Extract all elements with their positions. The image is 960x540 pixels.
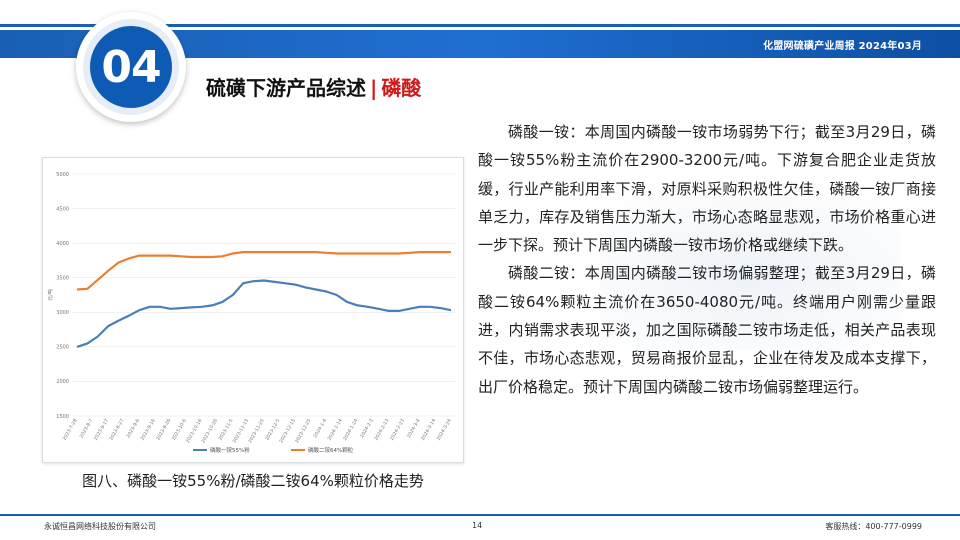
series-line-2 — [76, 251, 451, 291]
background-watermark — [600, 200, 900, 350]
y-tick-label: 3000 — [56, 310, 69, 316]
chart-caption: 图八、磷酸一铵55%粉/磷酸二铵64%颗粒价格走势 — [82, 472, 424, 490]
x-tick-label: 2023-10-16 — [185, 418, 204, 444]
y-tick-label: 4000 — [56, 241, 69, 247]
footer-divider — [0, 514, 960, 516]
series-line-1 — [76, 279, 452, 348]
x-tick-label: 2023-7-28 — [62, 418, 79, 442]
x-tick-label: 2023-8-17 — [93, 418, 110, 442]
section-title: 硫磺下游产品综述 | 磷酸 — [206, 72, 421, 101]
x-tick-label: 2024-2-13 — [373, 418, 390, 442]
x-tick-label: 2024-3-14 — [420, 418, 437, 442]
x-tick-label: 2023-8-27 — [108, 418, 125, 442]
footer-hotline: 客服热线：400-777-0999 — [825, 522, 922, 531]
price-chart: 1500 2000 2500 3000 3500 4000 4500 5000 元/吨 2023-… — [42, 157, 464, 463]
legend-label-2: 磷酸二铵64%颗粒 — [308, 446, 354, 454]
x-tick-label: 2023-12-15 — [278, 418, 297, 444]
x-tick-label: 2024-1-4 — [312, 418, 328, 439]
x-tick-label: 2023-12-25 — [294, 418, 313, 444]
section-title-sub: 磷酸 — [381, 76, 422, 100]
x-tick-label: 2023-11-15 — [232, 418, 251, 444]
x-tick-label: 2024-1-14 — [327, 418, 344, 442]
x-tick-label: 2023-10-26 — [200, 418, 219, 444]
x-tick-label: 2023-9-6 — [125, 418, 141, 439]
x-tick-label: 2024-3-4 — [406, 418, 422, 439]
x-tick-label: 2024-2-23 — [389, 418, 406, 442]
y-tick-label: 3500 — [56, 276, 69, 282]
section-title-main: 硫磺下游产品综述 — [206, 76, 366, 100]
analysis-text: 磷酸一铵：本周国内磷酸一铵市场弱势下行；截至3月29日，磷酸一铵55%粉主流价在… — [478, 118, 936, 401]
section-number: 04 — [90, 26, 172, 108]
y-tick-label: 4500 — [56, 206, 69, 212]
x-tick-label: 2023-11-5 — [217, 418, 234, 442]
y-tick-label: 2000 — [56, 379, 69, 385]
x-tick-label: 2023-9-26 — [155, 418, 172, 442]
title-separator: | — [370, 76, 378, 100]
x-tick-label: 2023-10-6 — [171, 418, 188, 442]
legend-label-1: 磷酸一铵55%粉 — [210, 446, 250, 454]
x-tick-label: 2024-1-24 — [342, 418, 359, 442]
x-tick-label: 2024-3-24 — [436, 418, 453, 442]
x-tick-label: 2023-11-25 — [247, 418, 266, 444]
page-number: 14 — [472, 521, 483, 530]
y-tick-label: 5000 — [56, 172, 69, 178]
y-tick-label: 2500 — [56, 345, 69, 351]
y-tick-label: 1500 — [56, 414, 69, 420]
y-axis-label: 元/吨 — [47, 289, 54, 301]
line-chart-svg: 1500 2000 2500 3000 3500 4000 4500 5000 元/吨 2023-… — [47, 172, 455, 454]
section-badge: 04 — [76, 12, 186, 122]
footer-company: 永诚恒昌网络科技股份有限公司 — [44, 522, 156, 531]
x-tick-label: 2024-2-3 — [359, 418, 375, 439]
x-tick-label: 2023-12-5 — [264, 418, 281, 442]
x-tick-label: 2023-9-16 — [140, 418, 157, 442]
paragraph-map: 磷酸一铵：本周国内磷酸一铵市场弱势下行；截至3月29日，磷酸一铵55%粉主流价在… — [478, 123, 936, 255]
x-tick-label: 2023-8-7 — [79, 418, 95, 439]
paragraph-dap: 磷酸二铵：本周国内磷酸二铵市场偏弱整理；截至3月29日，磷酸二铵64%颗粒主流价… — [478, 264, 936, 396]
report-title: 化盟网硫磺产业周报 2024年03月 — [763, 41, 922, 52]
